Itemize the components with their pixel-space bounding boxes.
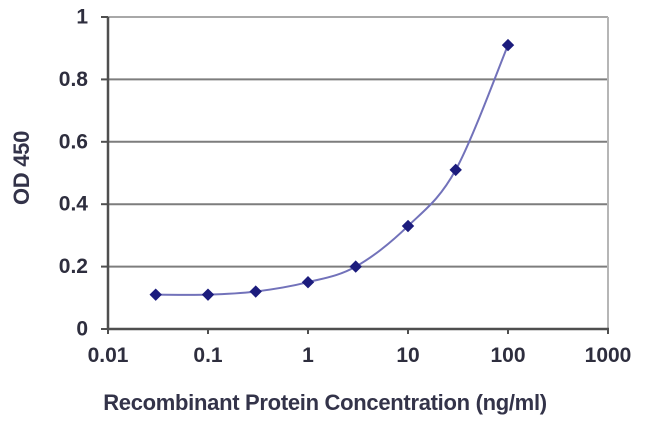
x-tick-label: 0.01	[88, 344, 129, 367]
data-point-marker	[449, 163, 462, 177]
data-point-marker	[201, 288, 215, 301]
x-tick-label: 10	[396, 344, 419, 367]
x-tick-label: 1000	[585, 344, 632, 367]
x-tick-label: 0.1	[193, 344, 223, 367]
data-point-marker	[149, 288, 162, 301]
y-tick-label: 0.6	[59, 130, 88, 153]
data-point-marker	[249, 285, 262, 298]
data-point-marker	[401, 219, 415, 233]
y-tick-label: 0	[76, 318, 88, 341]
data-point-marker	[349, 260, 362, 273]
y-tick-label: 0.8	[59, 68, 89, 91]
x-tick-label: 100	[490, 344, 525, 367]
x-tick-label: 1	[302, 344, 314, 367]
data-point-marker	[501, 38, 515, 52]
y-tick-label: 0.4	[59, 193, 89, 216]
x-axis-title: Recombinant Protein Concentration (ng/ml…	[103, 390, 547, 415]
y-axis-title: OD 450	[9, 130, 34, 206]
y-tick-label: 0.2	[59, 255, 88, 278]
data-point-marker	[301, 275, 315, 289]
y-tick-label: 1	[76, 6, 88, 29]
